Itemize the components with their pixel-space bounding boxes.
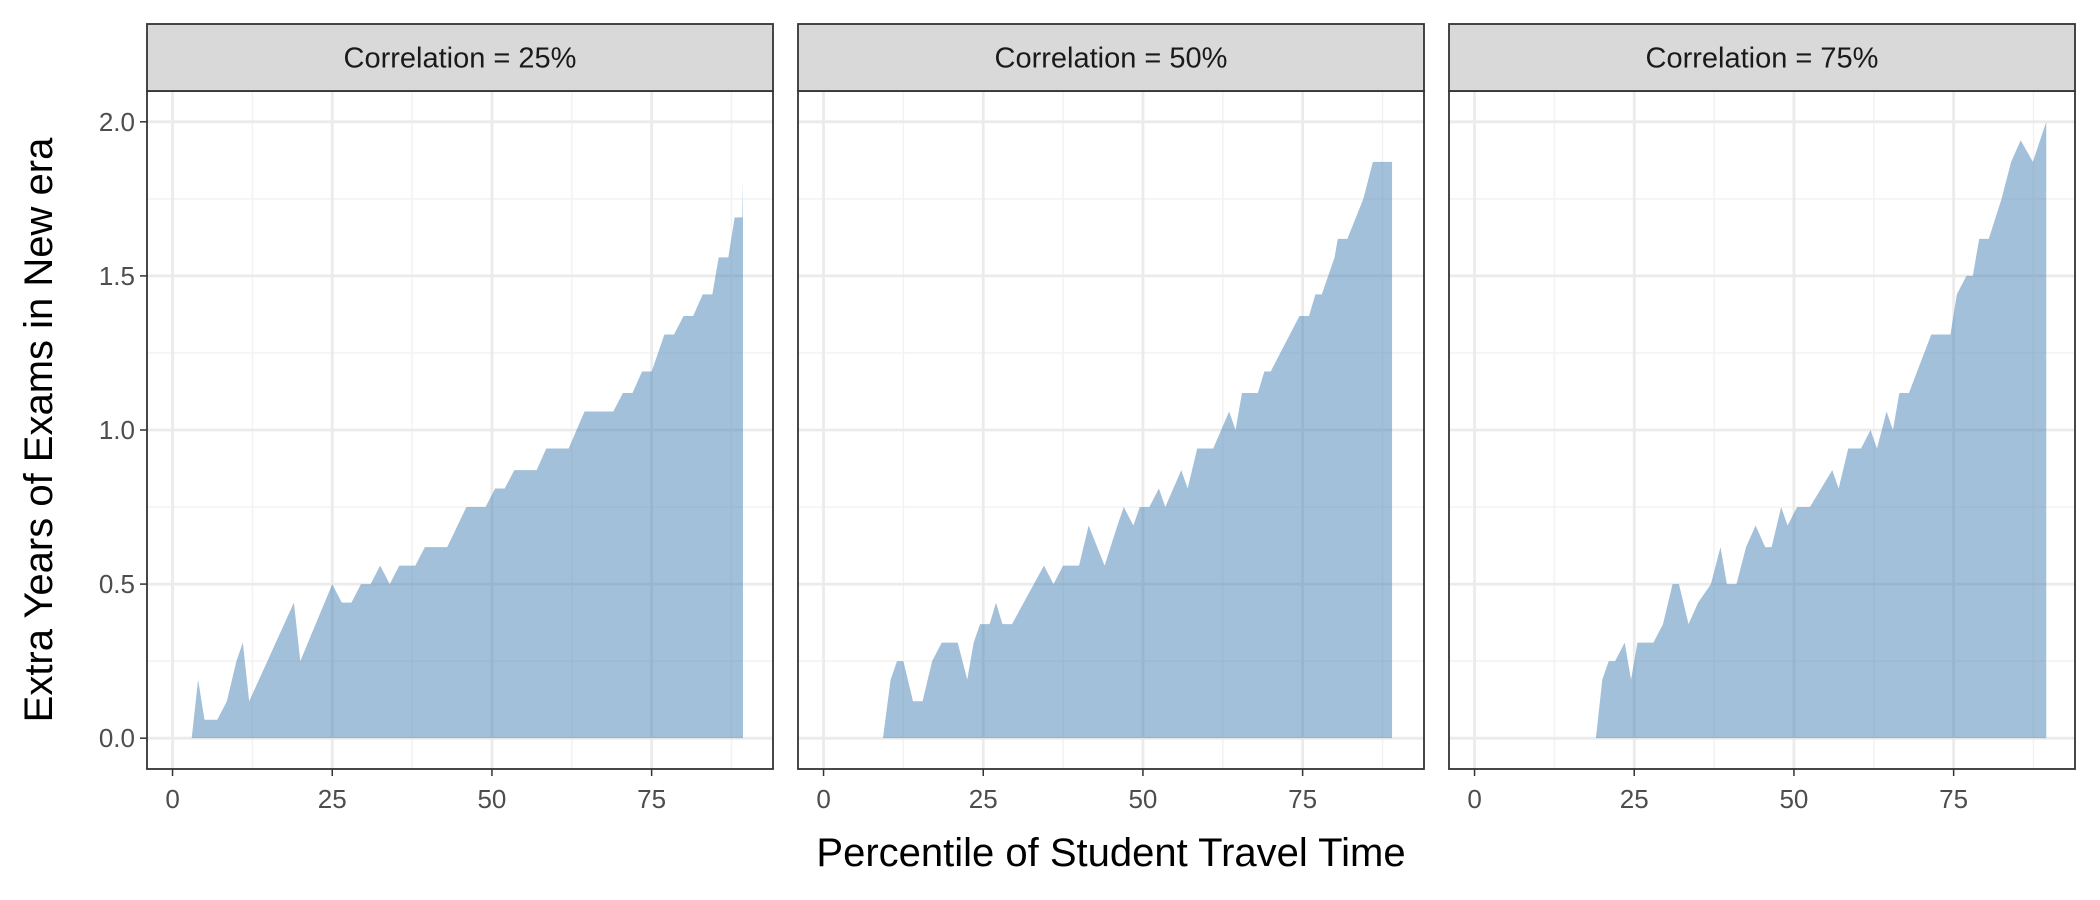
x-tick-label: 0: [165, 784, 179, 814]
x-tick-label: 50: [1128, 784, 1157, 814]
strip-label: Correlation = 75%: [1646, 43, 1879, 75]
x-tick-label: 75: [1288, 784, 1317, 814]
x-tick-label: 50: [1779, 784, 1808, 814]
y-tick-label: 0.5: [99, 569, 135, 599]
area: [1595, 121, 2047, 739]
strip-label: Correlation = 25%: [344, 43, 577, 75]
strip: [146, 23, 774, 92]
x-tick-label: 75: [637, 784, 666, 814]
area: [882, 161, 1393, 739]
strip: [797, 23, 1425, 92]
y-tick-label: 1.0: [99, 415, 135, 445]
x-tick-label: 25: [969, 784, 998, 814]
x-tick-label: 25: [1620, 784, 1649, 814]
x-tick-label: 50: [477, 784, 506, 814]
y-tick-label: 2.0: [99, 107, 135, 137]
area: [191, 180, 743, 739]
x-axis-title: Percentile of Student Travel Time: [816, 831, 1405, 875]
x-tick-label: 0: [1467, 784, 1481, 814]
x-tick-label: 75: [1939, 784, 1968, 814]
y-tick-label: 1.5: [99, 261, 135, 291]
y-tick-label: 0.0: [99, 723, 135, 753]
x-tick-label: 0: [816, 784, 830, 814]
x-tick-label: 25: [318, 784, 347, 814]
strip-label: Correlation = 50%: [995, 43, 1228, 75]
y-axis-title: Extra Years of Exams in New era: [17, 137, 61, 722]
strip: [1448, 23, 2076, 92]
